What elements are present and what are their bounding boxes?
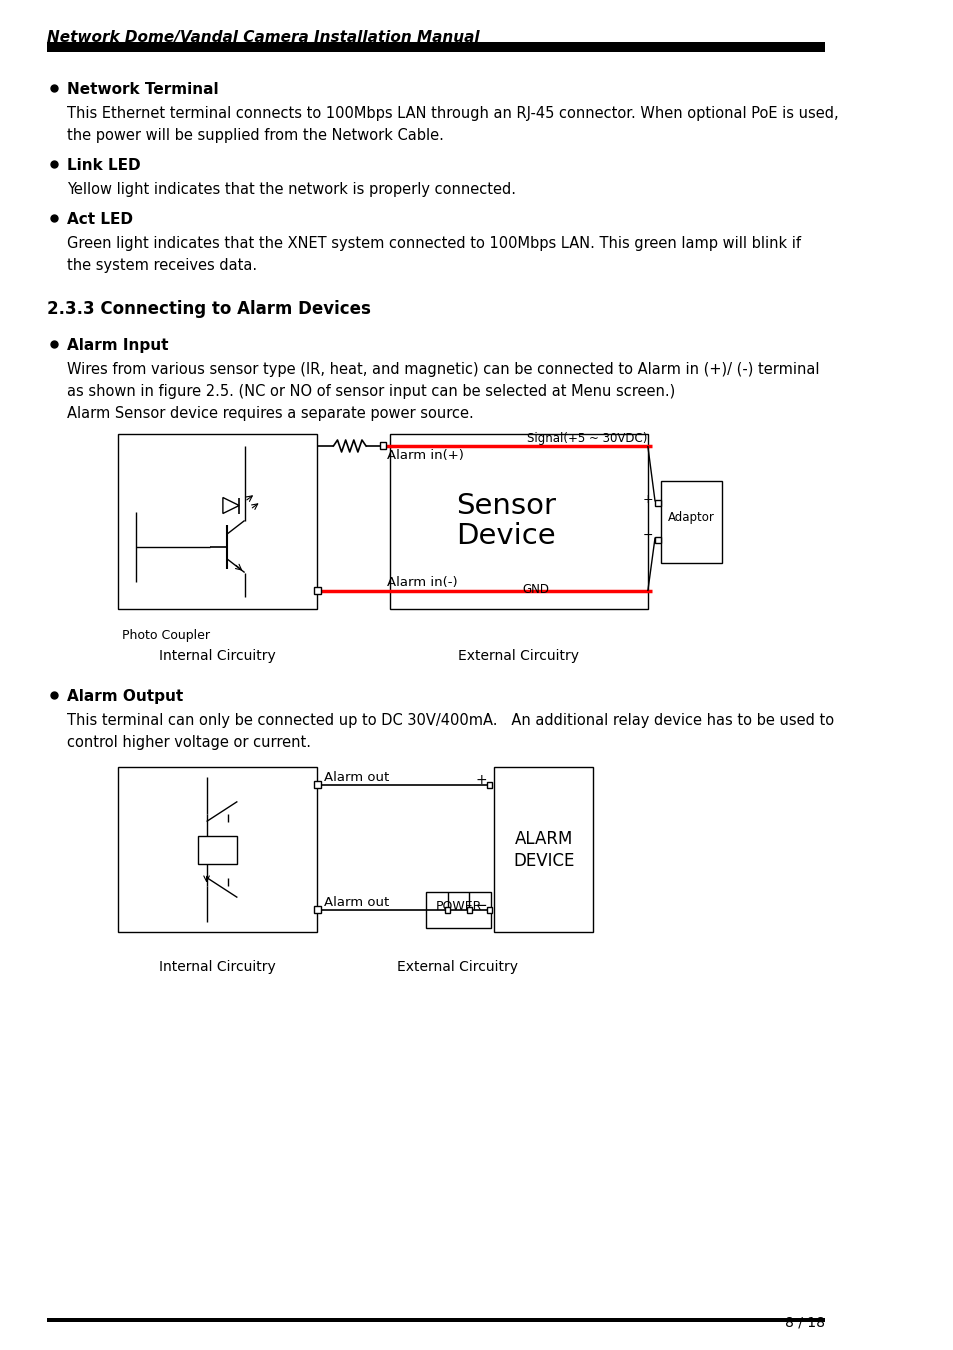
Polygon shape (223, 498, 239, 513)
Bar (314, 587, 320, 594)
Bar (117, 433, 316, 609)
Text: Internal Circuitry: Internal Circuitry (159, 960, 275, 973)
Text: DEVICE: DEVICE (513, 852, 574, 871)
Bar (314, 906, 320, 913)
Text: Link LED: Link LED (67, 158, 140, 173)
Text: Internal Circuitry: Internal Circuitry (159, 649, 275, 663)
Text: Device: Device (456, 521, 555, 549)
Text: Signal(+5 ~ 30VDC): Signal(+5 ~ 30VDC) (527, 432, 647, 446)
Bar (379, 441, 386, 450)
Text: −: − (642, 529, 653, 543)
Text: Alarm out: Alarm out (324, 771, 389, 784)
Text: 8 / 18: 8 / 18 (783, 1316, 823, 1330)
Bar (655, 536, 659, 543)
Text: Alarm Input: Alarm Input (67, 338, 169, 352)
Text: control higher voltage or current.: control higher voltage or current. (67, 734, 311, 751)
Text: Green light indicates that the XNET system connected to 100Mbps LAN. This green : Green light indicates that the XNET syst… (67, 236, 801, 251)
Text: External Circuitry: External Circuitry (396, 960, 517, 973)
Text: +: + (641, 493, 653, 506)
Bar (314, 782, 320, 788)
Text: the power will be supplied from the Network Cable.: the power will be supplied from the Netw… (67, 128, 443, 143)
Text: Wires from various sensor type (IR, heat, and magnetic) can be connected to Alar: Wires from various sensor type (IR, heat… (67, 362, 819, 377)
Text: Alarm Output: Alarm Output (67, 688, 183, 703)
Text: External Circuitry: External Circuitry (457, 649, 578, 663)
Bar (486, 907, 492, 913)
Text: Network Dome/Vandal Camera Installation Manual: Network Dome/Vandal Camera Installation … (47, 30, 479, 45)
Text: Yellow light indicates that the network is properly connected.: Yellow light indicates that the network … (67, 182, 516, 197)
Text: Adaptor: Adaptor (667, 512, 714, 524)
Text: Sensor: Sensor (456, 491, 556, 520)
Bar (47, 1318, 823, 1322)
Text: This terminal can only be connected up to DC 30V/400mA.   An additional relay de: This terminal can only be connected up t… (67, 713, 833, 728)
Text: 2.3.3 Connecting to Alarm Devices: 2.3.3 Connecting to Alarm Devices (47, 300, 371, 319)
Bar (466, 907, 472, 913)
Text: Alarm Sensor device requires a separate power source.: Alarm Sensor device requires a separate … (67, 406, 474, 421)
Text: This Ethernet terminal connects to 100Mbps LAN through an RJ-45 connector. When : This Ethernet terminal connects to 100Mb… (67, 107, 838, 122)
Text: POWER: POWER (435, 899, 481, 913)
Text: as shown in figure 2.5. (NC or NO of sensor input can be selected at Menu screen: as shown in figure 2.5. (NC or NO of sen… (67, 383, 675, 400)
Bar (47, 42, 823, 53)
Text: Network Terminal: Network Terminal (67, 82, 218, 97)
Text: +: + (475, 774, 486, 787)
Bar (117, 767, 316, 932)
Text: Alarm out: Alarm out (324, 896, 389, 909)
Text: Alarm in(-): Alarm in(-) (387, 576, 457, 589)
Bar (389, 433, 647, 609)
Text: the system receives data.: the system receives data. (67, 258, 257, 273)
Text: Alarm in(+): Alarm in(+) (387, 450, 463, 462)
Bar (494, 767, 593, 932)
Text: GND: GND (522, 583, 549, 595)
Bar (659, 481, 721, 563)
Bar (655, 501, 659, 506)
Bar (486, 782, 492, 788)
Bar (197, 836, 237, 864)
Text: Photo Coupler: Photo Coupler (122, 629, 210, 643)
Text: ALARM: ALARM (514, 830, 572, 849)
Text: Act LED: Act LED (67, 212, 132, 227)
Bar (425, 892, 491, 927)
Bar (444, 907, 450, 913)
Text: −: − (475, 898, 487, 913)
